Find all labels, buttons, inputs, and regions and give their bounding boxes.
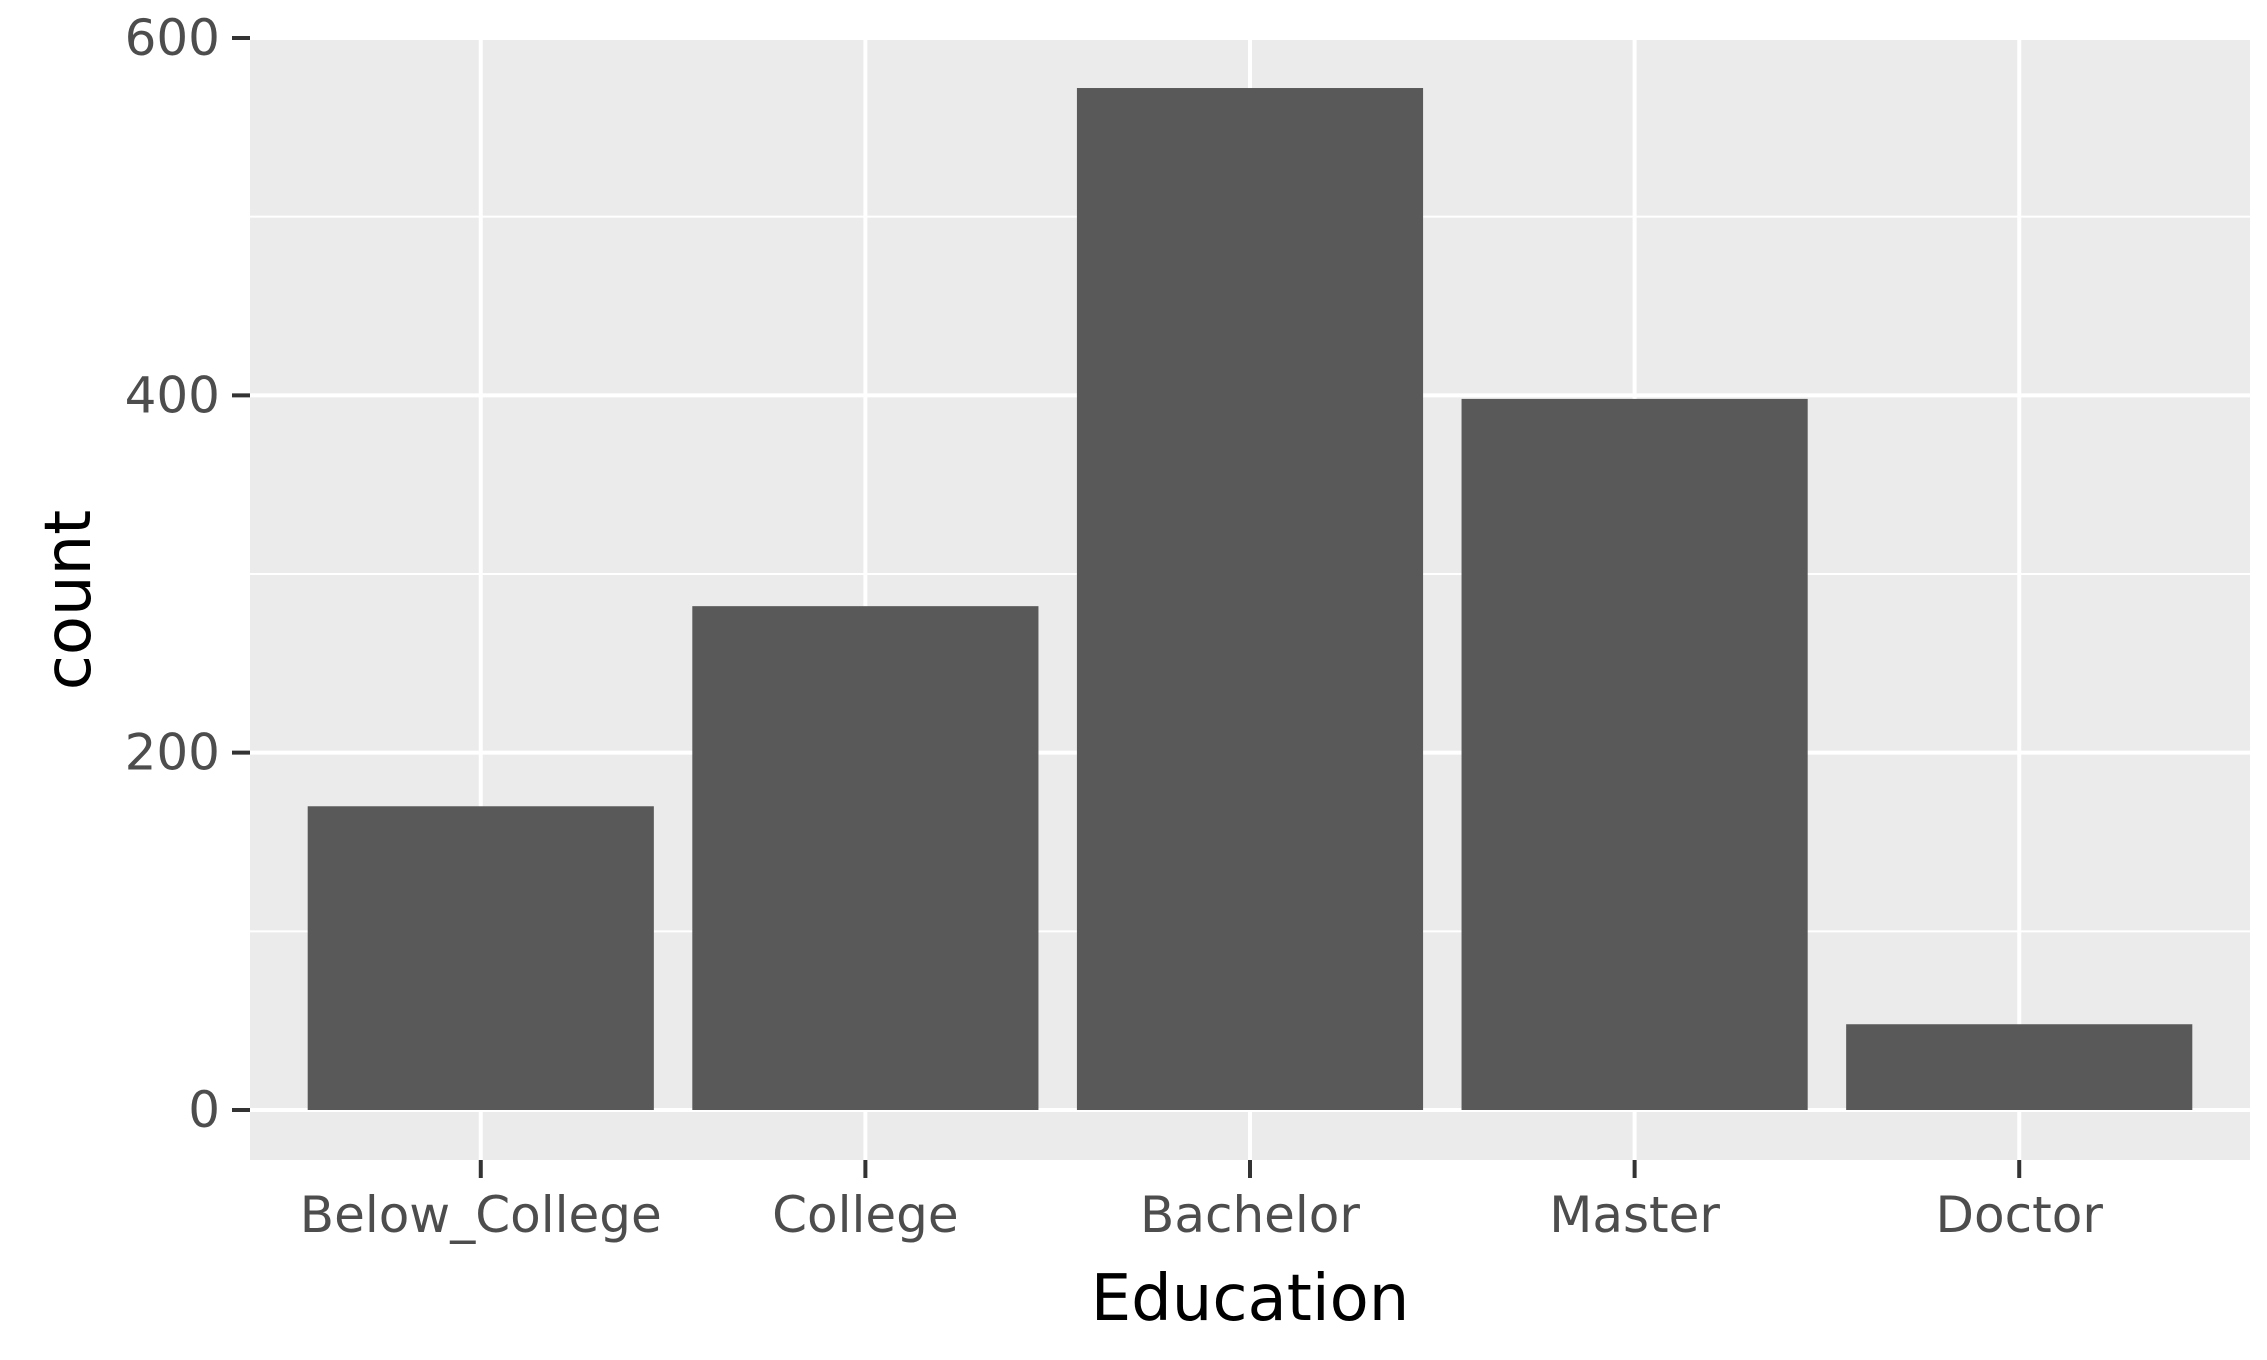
y-axis: 0 200 400 600 bbox=[125, 9, 250, 1139]
x-tick-label: Below_College bbox=[300, 1186, 662, 1244]
x-axis-title: Education bbox=[1091, 1262, 1410, 1336]
y-tick-label: 0 bbox=[188, 1081, 220, 1139]
bar-college bbox=[692, 606, 1039, 1110]
y-axis-title: count bbox=[32, 510, 106, 691]
bar-bachelor bbox=[1076, 88, 1424, 1110]
bar-master bbox=[1461, 398, 1808, 1110]
y-tick-label: 400 bbox=[125, 366, 220, 424]
x-axis: Below_College College Bachelor Master Doctor bbox=[300, 1160, 2104, 1244]
x-tick-label: Master bbox=[1549, 1186, 1720, 1244]
y-tick-label: 600 bbox=[125, 9, 220, 67]
x-tick-label: College bbox=[772, 1186, 959, 1244]
x-tick-label: Doctor bbox=[1936, 1186, 2104, 1244]
bars bbox=[307, 88, 2193, 1110]
x-tick-label: Bachelor bbox=[1140, 1186, 1360, 1244]
bar-below_college bbox=[307, 806, 654, 1110]
y-tick-label: 200 bbox=[125, 724, 220, 782]
bar-doctor bbox=[1846, 1024, 2193, 1110]
